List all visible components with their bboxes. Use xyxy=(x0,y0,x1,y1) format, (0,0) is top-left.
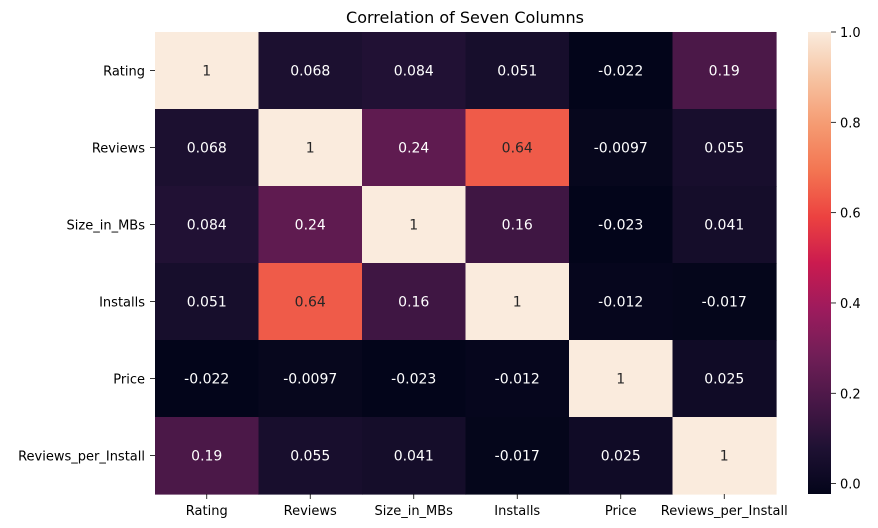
colorbar-tick-label: 1.0 xyxy=(840,26,861,41)
y-tick-label: Reviews xyxy=(92,142,145,157)
heatmap-cell-label: 0.64 xyxy=(295,295,326,311)
heatmap-cell-label: 1 xyxy=(720,449,729,465)
x-tick-label: Reviews_per_Install xyxy=(661,504,788,519)
heatmap-cell-label: -0.012 xyxy=(598,295,643,311)
heatmap-cell-label: 0.025 xyxy=(704,372,744,388)
heatmap-cell-label: 0.24 xyxy=(295,218,326,234)
colorbar-tick-label: 0.8 xyxy=(840,116,861,131)
x-tick-label: Reviews xyxy=(284,504,337,519)
heatmap-cell-labels: 1 0.068 0.084 0.051 -0.022 0.19 0.068 1 0.24 0.64… xyxy=(184,64,747,465)
heatmap-cell-label: 1 xyxy=(202,64,211,80)
heatmap-cell xyxy=(258,109,363,187)
heatmap-cell-label: 0.051 xyxy=(497,64,537,80)
colorbar-tick-label: 0.2 xyxy=(840,387,861,402)
heatmap-cell xyxy=(362,32,467,110)
heatmap-cell xyxy=(155,340,260,418)
heatmap-cell-label: -0.017 xyxy=(495,449,540,465)
heatmap-cell xyxy=(672,186,777,264)
heatmap-cell-label: -0.022 xyxy=(184,372,229,388)
heatmap-cells xyxy=(155,32,777,495)
y-tick-label: Price xyxy=(113,373,145,388)
heatmap-cell xyxy=(672,263,777,341)
heatmap-cell xyxy=(258,340,363,418)
colorbar-axis: 0.0 0.2 0.4 0.6 0.8 1.0 xyxy=(831,26,861,493)
heatmap-cell-label: -0.022 xyxy=(598,64,643,80)
heatmap-cell xyxy=(155,32,260,110)
heatmap-cell xyxy=(155,109,260,187)
heatmap-cell xyxy=(672,340,777,418)
heatmap-cell-label: -0.017 xyxy=(702,295,747,311)
x-axis: Rating Reviews Size_in_MBs Installs Price Rev… xyxy=(186,494,788,519)
heatmap-cell xyxy=(569,186,674,264)
heatmap-cell xyxy=(672,417,777,495)
x-tick-label: Size_in_MBs xyxy=(375,504,454,519)
heatmap-cell-label: -0.023 xyxy=(598,218,643,234)
heatmap-cell xyxy=(258,32,363,110)
chart-title: Correlation of Seven Columns xyxy=(346,8,584,27)
heatmap-cell xyxy=(258,186,363,264)
heatmap-cell xyxy=(362,109,467,187)
heatmap-cell-label: 0.025 xyxy=(601,449,641,465)
heatmap-cell xyxy=(465,32,570,110)
heatmap-cell xyxy=(258,263,363,341)
heatmap-cell xyxy=(258,417,363,495)
heatmap-cell xyxy=(569,32,674,110)
heatmap-cell-label: 0.084 xyxy=(187,218,227,234)
heatmap-cell xyxy=(672,109,777,187)
heatmap-cell xyxy=(362,263,467,341)
heatmap-cell xyxy=(672,32,777,110)
heatmap-cell xyxy=(465,417,570,495)
heatmap-cell xyxy=(155,263,260,341)
heatmap-cell-label: 0.084 xyxy=(394,64,434,80)
x-tick-label: Rating xyxy=(186,504,228,519)
heatmap-cell-label: 0.64 xyxy=(502,141,533,157)
x-tick-label: Installs xyxy=(494,504,540,519)
heatmap-cell-label: 1 xyxy=(409,218,418,234)
heatmap-cell-label: 0.055 xyxy=(704,141,744,157)
y-axis: Rating Reviews Size_in_MBs Installs Price Rev… xyxy=(18,65,155,465)
heatmap-cell-label: -0.0097 xyxy=(283,372,337,388)
heatmap-cell-label: 0.24 xyxy=(398,141,429,157)
colorbar-tick-label: 0.6 xyxy=(840,207,861,222)
heatmap-cell-label: 0.055 xyxy=(290,449,330,465)
y-tick-label: Reviews_per_Install xyxy=(18,450,145,465)
y-tick-label: Installs xyxy=(99,296,145,311)
heatmap-cell xyxy=(362,340,467,418)
heatmap-cell-label: 0.068 xyxy=(187,141,227,157)
heatmap-cell-label: 1 xyxy=(513,295,522,311)
colorbar-tick-label: 0.4 xyxy=(840,297,861,312)
y-tick-label: Size_in_MBs xyxy=(67,219,146,234)
heatmap-cell xyxy=(362,186,467,264)
heatmap-cell-label: 0.16 xyxy=(502,218,533,234)
heatmap-cell-label: 0.051 xyxy=(187,295,227,311)
heatmap-cell-label: 0.19 xyxy=(191,449,222,465)
heatmap-cell xyxy=(569,417,674,495)
heatmap-cell xyxy=(465,186,570,264)
heatmap-cell xyxy=(569,263,674,341)
heatmap-cell-label: -0.023 xyxy=(391,372,436,388)
heatmap-cell xyxy=(465,109,570,187)
x-tick-label: Price xyxy=(605,504,637,519)
y-tick-label: Rating xyxy=(103,65,145,80)
heatmap-cell-label: 0.068 xyxy=(290,64,330,80)
heatmap-cell-label: 0.041 xyxy=(704,218,744,234)
heatmap-cell-label: -0.012 xyxy=(495,372,540,388)
heatmap-cell xyxy=(155,186,260,264)
heatmap-cell-label: 0.19 xyxy=(709,64,740,80)
heatmap-cell-label: -0.0097 xyxy=(594,141,648,157)
heatmap-cell xyxy=(465,263,570,341)
colorbar xyxy=(808,32,831,494)
heatmap-cell xyxy=(362,417,467,495)
heatmap-cell xyxy=(569,340,674,418)
heatmap-cell-label: 1 xyxy=(306,141,315,157)
heatmap-cell-label: 0.041 xyxy=(394,449,434,465)
heatmap-cell xyxy=(465,340,570,418)
heatmap-cell xyxy=(569,109,674,187)
heatmap-cell-label: 0.16 xyxy=(398,295,429,311)
heatmap-cell-label: 1 xyxy=(616,372,625,388)
heatmap-cell xyxy=(155,417,260,495)
colorbar-tick-label: 0.0 xyxy=(840,478,861,493)
